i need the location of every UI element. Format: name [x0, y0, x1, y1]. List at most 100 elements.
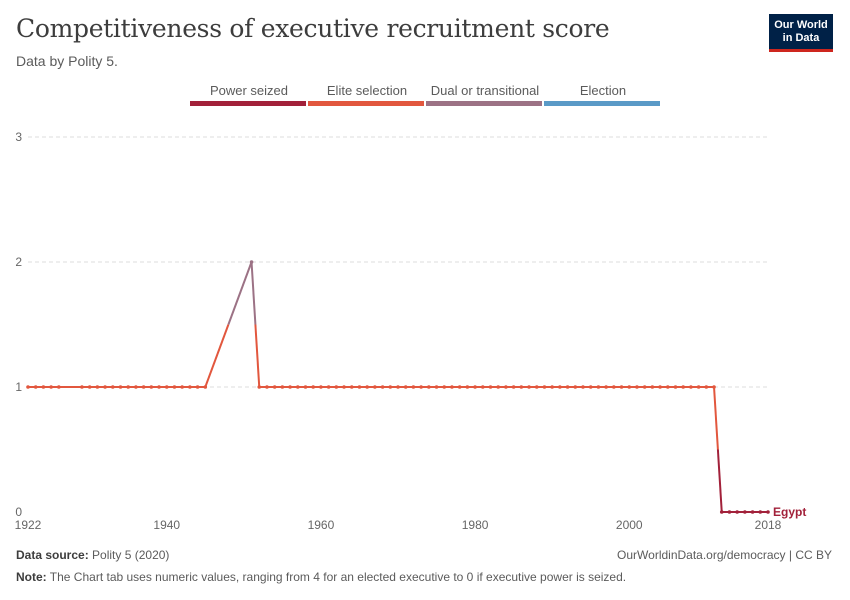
data-point [542, 385, 547, 389]
data-point [650, 385, 655, 389]
footer-url[interactable]: OurWorldinData.org/democracy | CC BY [617, 548, 832, 562]
series-line-segment [716, 449, 723, 513]
legend-item-power-seized[interactable]: Power seized [190, 83, 308, 106]
data-point [712, 385, 716, 389]
note-label: Note: [16, 570, 47, 584]
data-point [126, 385, 131, 389]
data-point [519, 385, 524, 389]
footer-source: Data source: Polity 5 (2020) [16, 548, 169, 562]
data-point [110, 385, 115, 389]
data-point [727, 510, 732, 514]
data-point [373, 385, 377, 389]
data-point [635, 385, 639, 389]
data-point [596, 385, 601, 389]
y-tick-label: 1 [15, 380, 22, 394]
series-line-segment [204, 324, 230, 388]
data-point [527, 385, 531, 389]
data-point [257, 385, 262, 389]
data-point [504, 385, 508, 389]
data-point [735, 510, 739, 514]
data-point [750, 510, 755, 514]
y-tick-label: 3 [15, 130, 22, 144]
x-tick-label: 1922 [15, 518, 42, 532]
x-tick-label: 1940 [153, 518, 180, 532]
data-point [619, 385, 624, 389]
data-point [704, 385, 709, 389]
data-point [565, 385, 570, 389]
data-point [581, 385, 585, 389]
data-point [573, 385, 578, 389]
data-point [95, 385, 100, 389]
data-point [57, 385, 61, 389]
data-point [188, 385, 192, 389]
data-point [673, 385, 678, 389]
legend-swatch [190, 101, 306, 106]
data-point [349, 385, 354, 389]
data-point [303, 385, 308, 389]
data-point [419, 385, 423, 389]
legend-item-elite-selection[interactable]: Elite selection [308, 83, 426, 106]
source-label: Data source: [16, 548, 89, 562]
owid-logo[interactable]: Our World in Data [769, 14, 833, 52]
data-point [588, 385, 593, 389]
logo-line-2: in Data [782, 32, 820, 44]
data-point [103, 385, 107, 389]
note-text: The Chart tab uses numeric values, rangi… [49, 570, 627, 584]
data-point [49, 385, 53, 389]
data-point [388, 385, 393, 389]
data-point [465, 385, 470, 389]
y-tick-label: 2 [15, 255, 22, 269]
data-point [488, 385, 493, 389]
data-point [87, 385, 92, 389]
data-point [319, 385, 323, 389]
data-point [558, 385, 562, 389]
data-point [357, 385, 362, 389]
data-point [149, 385, 154, 389]
data-point [511, 385, 516, 389]
data-point [118, 385, 123, 389]
grid-layer [28, 136, 768, 388]
x-tick-label: 1980 [462, 518, 489, 532]
x-tick-label: 1960 [308, 518, 335, 532]
data-point [380, 385, 385, 389]
data-point [272, 385, 277, 389]
data-point [473, 385, 477, 389]
series-point-layer [26, 260, 770, 514]
data-point [450, 385, 454, 389]
data-point [766, 510, 770, 514]
legend-item-election[interactable]: Election [544, 83, 662, 106]
data-point [480, 385, 485, 389]
legend-swatch [308, 101, 424, 106]
series-line-segment [250, 261, 257, 325]
data-point [457, 385, 462, 389]
series-line-segment [227, 261, 253, 325]
data-point [288, 385, 292, 389]
data-point [534, 385, 539, 389]
data-point [403, 385, 408, 389]
legend-item-dual-transitional[interactable]: Dual or transitional [426, 83, 544, 106]
chart-title: Competitiveness of executive recruitment… [16, 14, 610, 43]
data-point [265, 385, 269, 389]
legend-label: Election [579, 83, 627, 98]
data-point [681, 385, 686, 389]
data-point [311, 385, 316, 389]
data-point [743, 510, 747, 514]
x-tick-label: 2000 [616, 518, 643, 532]
data-point [157, 385, 161, 389]
data-point [41, 385, 46, 389]
data-point [642, 385, 647, 389]
data-point [249, 260, 254, 264]
data-point [280, 385, 285, 389]
source-text[interactable]: Polity 5 (2020) [92, 548, 170, 562]
data-point [442, 385, 447, 389]
data-point [172, 385, 177, 389]
data-point [334, 385, 339, 389]
data-point [342, 385, 346, 389]
legend-label: Dual or transitional [430, 83, 540, 98]
data-point [164, 385, 169, 389]
data-point [496, 385, 501, 389]
legend-label: Elite selection [326, 83, 408, 98]
data-point [665, 385, 670, 389]
data-point [411, 385, 416, 389]
